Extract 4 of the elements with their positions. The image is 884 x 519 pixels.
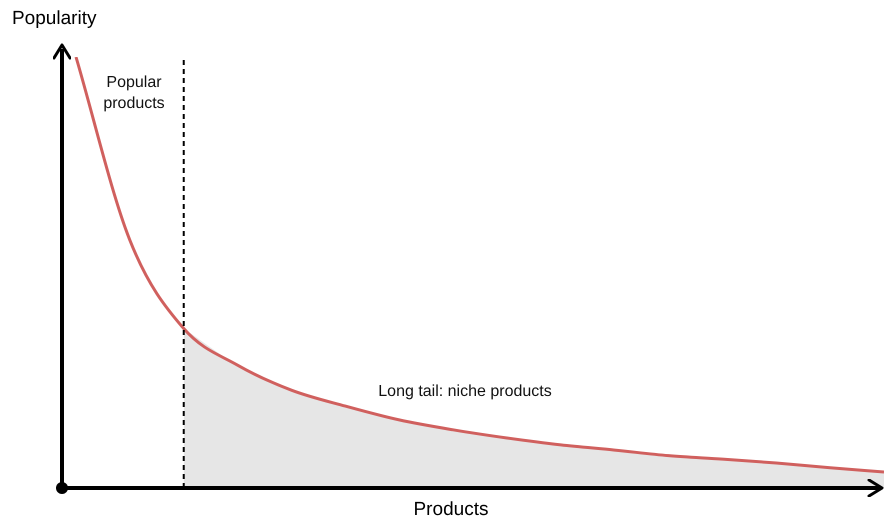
annotation: Long tail: niche products <box>378 382 552 402</box>
annotation: Popular products <box>102 73 166 114</box>
y-axis-title: Popularity <box>12 8 96 30</box>
x-axis-title: Products <box>414 499 488 519</box>
